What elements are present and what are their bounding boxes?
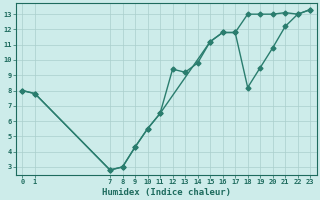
X-axis label: Humidex (Indice chaleur): Humidex (Indice chaleur) (102, 188, 231, 197)
